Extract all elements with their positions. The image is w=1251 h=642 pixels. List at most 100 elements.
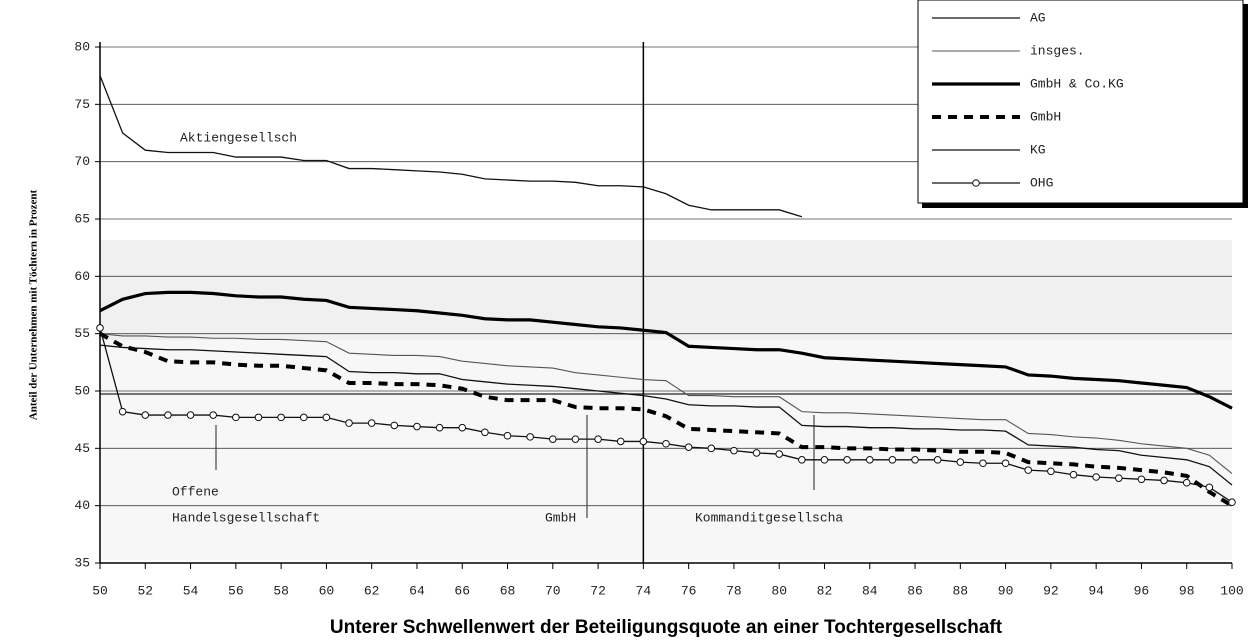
point-marker <box>1182 478 1191 487</box>
point-marker <box>322 413 331 422</box>
point-marker <box>96 324 104 332</box>
point-marker <box>865 456 874 464</box>
series-line <box>99 75 803 218</box>
y-tick-label: 70 <box>74 154 90 169</box>
legend-box <box>917 0 1244 204</box>
point-marker <box>594 435 602 443</box>
point-marker <box>798 456 806 464</box>
point-marker <box>911 456 919 464</box>
point-marker <box>662 439 670 448</box>
point-marker <box>571 435 580 443</box>
series-line <box>99 290 1233 410</box>
point-marker <box>933 456 942 464</box>
x-tick-label: 74 <box>636 583 652 598</box>
point-marker <box>639 437 648 446</box>
x-tick-label: 96 <box>1134 583 1150 598</box>
point-marker <box>1228 498 1236 507</box>
point-marker <box>209 411 217 419</box>
point-marker <box>843 456 851 464</box>
point-marker <box>481 428 489 437</box>
point-marker <box>1137 475 1146 484</box>
point-marker <box>616 437 625 446</box>
x-tick-label: 56 <box>228 583 244 598</box>
point-marker <box>707 444 716 453</box>
point-marker <box>1001 459 1010 468</box>
scan-shading <box>100 240 1232 340</box>
y-tick-label: 40 <box>74 498 90 513</box>
x-tick-label: 94 <box>1088 583 1104 598</box>
annotation: Handelsgesellschaft <box>172 510 320 525</box>
x-tick-label: 98 <box>1179 583 1195 598</box>
legend-marker <box>972 179 980 187</box>
y-tick-label: 75 <box>74 97 90 112</box>
x-tick-label: 64 <box>409 583 425 598</box>
x-tick-label: 76 <box>681 583 697 598</box>
point-marker <box>118 407 127 416</box>
y-tick-label: 60 <box>74 269 90 284</box>
x-tick-label: 50 <box>92 583 108 598</box>
y-tick-label: 55 <box>74 326 90 341</box>
x-tick-label: 86 <box>907 583 923 598</box>
x-tick-label: 68 <box>500 583 516 598</box>
point-marker <box>775 450 784 458</box>
point-marker <box>1205 483 1214 492</box>
point-marker <box>1024 466 1033 474</box>
annotation: Aktiengesellsch <box>180 130 297 145</box>
legend-label: GmbH <box>1030 109 1061 124</box>
x-tick-label: 80 <box>771 583 787 598</box>
annotation: Kommanditgesellscha <box>695 510 843 525</box>
x-tick-label: 88 <box>953 583 969 598</box>
annotation: Offene <box>172 484 219 499</box>
point-marker <box>435 423 444 432</box>
point-marker <box>1069 470 1078 479</box>
y-tick-label: 65 <box>74 211 90 226</box>
y-tick-label: 45 <box>74 441 90 456</box>
point-marker <box>820 456 829 464</box>
legend-label: KG <box>1030 142 1046 157</box>
series-line <box>99 333 1233 474</box>
point-marker <box>1160 476 1168 485</box>
x-tick-label: 66 <box>454 583 470 598</box>
point-marker <box>684 443 693 451</box>
y-tick-label: 50 <box>74 383 90 398</box>
x-tick-label: 54 <box>183 583 199 598</box>
x-tick-label: 52 <box>137 583 153 598</box>
scan-shading <box>100 340 1232 560</box>
x-tick-label: 70 <box>545 583 561 598</box>
x-tick-label: 60 <box>319 583 335 598</box>
point-marker <box>277 413 285 422</box>
point-marker <box>458 423 467 432</box>
legend-label: GmbH & Co.KG <box>1030 76 1124 91</box>
x-tick-label: 92 <box>1043 583 1059 598</box>
point-marker <box>164 411 172 419</box>
point-marker <box>367 419 376 427</box>
legend-label: insges. <box>1030 43 1085 58</box>
x-tick-label: 58 <box>273 583 289 598</box>
x-tick-label: 72 <box>590 583 606 598</box>
x-tick-label: 100 <box>1220 583 1243 598</box>
series-line <box>99 344 1233 486</box>
x-tick-label: 90 <box>998 583 1014 598</box>
point-marker <box>549 435 557 443</box>
x-tick-label: 62 <box>364 583 380 598</box>
x-tick-label: 78 <box>726 583 742 598</box>
point-marker <box>888 456 897 464</box>
point-marker <box>141 411 150 419</box>
annotation: GmbH <box>545 510 576 525</box>
point-marker <box>956 458 965 466</box>
x-tick-label: 82 <box>817 583 833 598</box>
point-marker <box>1115 474 1123 482</box>
point-marker <box>232 413 240 422</box>
point-marker <box>1092 473 1100 481</box>
point-marker <box>186 411 195 419</box>
point-marker <box>299 413 308 422</box>
y-tick-label: 80 <box>74 39 90 54</box>
point-marker <box>1047 467 1055 476</box>
y-tick-label: 35 <box>74 555 90 570</box>
x-axis-title: Unterer Schwellenwert der Beteiligungsqu… <box>330 617 1003 638</box>
legend: AG insges. GmbH & Co.KG GmbH KG OHG <box>917 0 1248 208</box>
y-axis-title: Anteil der Unternehmen mit Töchtern in P… <box>28 189 40 420</box>
series-line <box>99 331 1234 508</box>
point-marker <box>390 421 399 430</box>
